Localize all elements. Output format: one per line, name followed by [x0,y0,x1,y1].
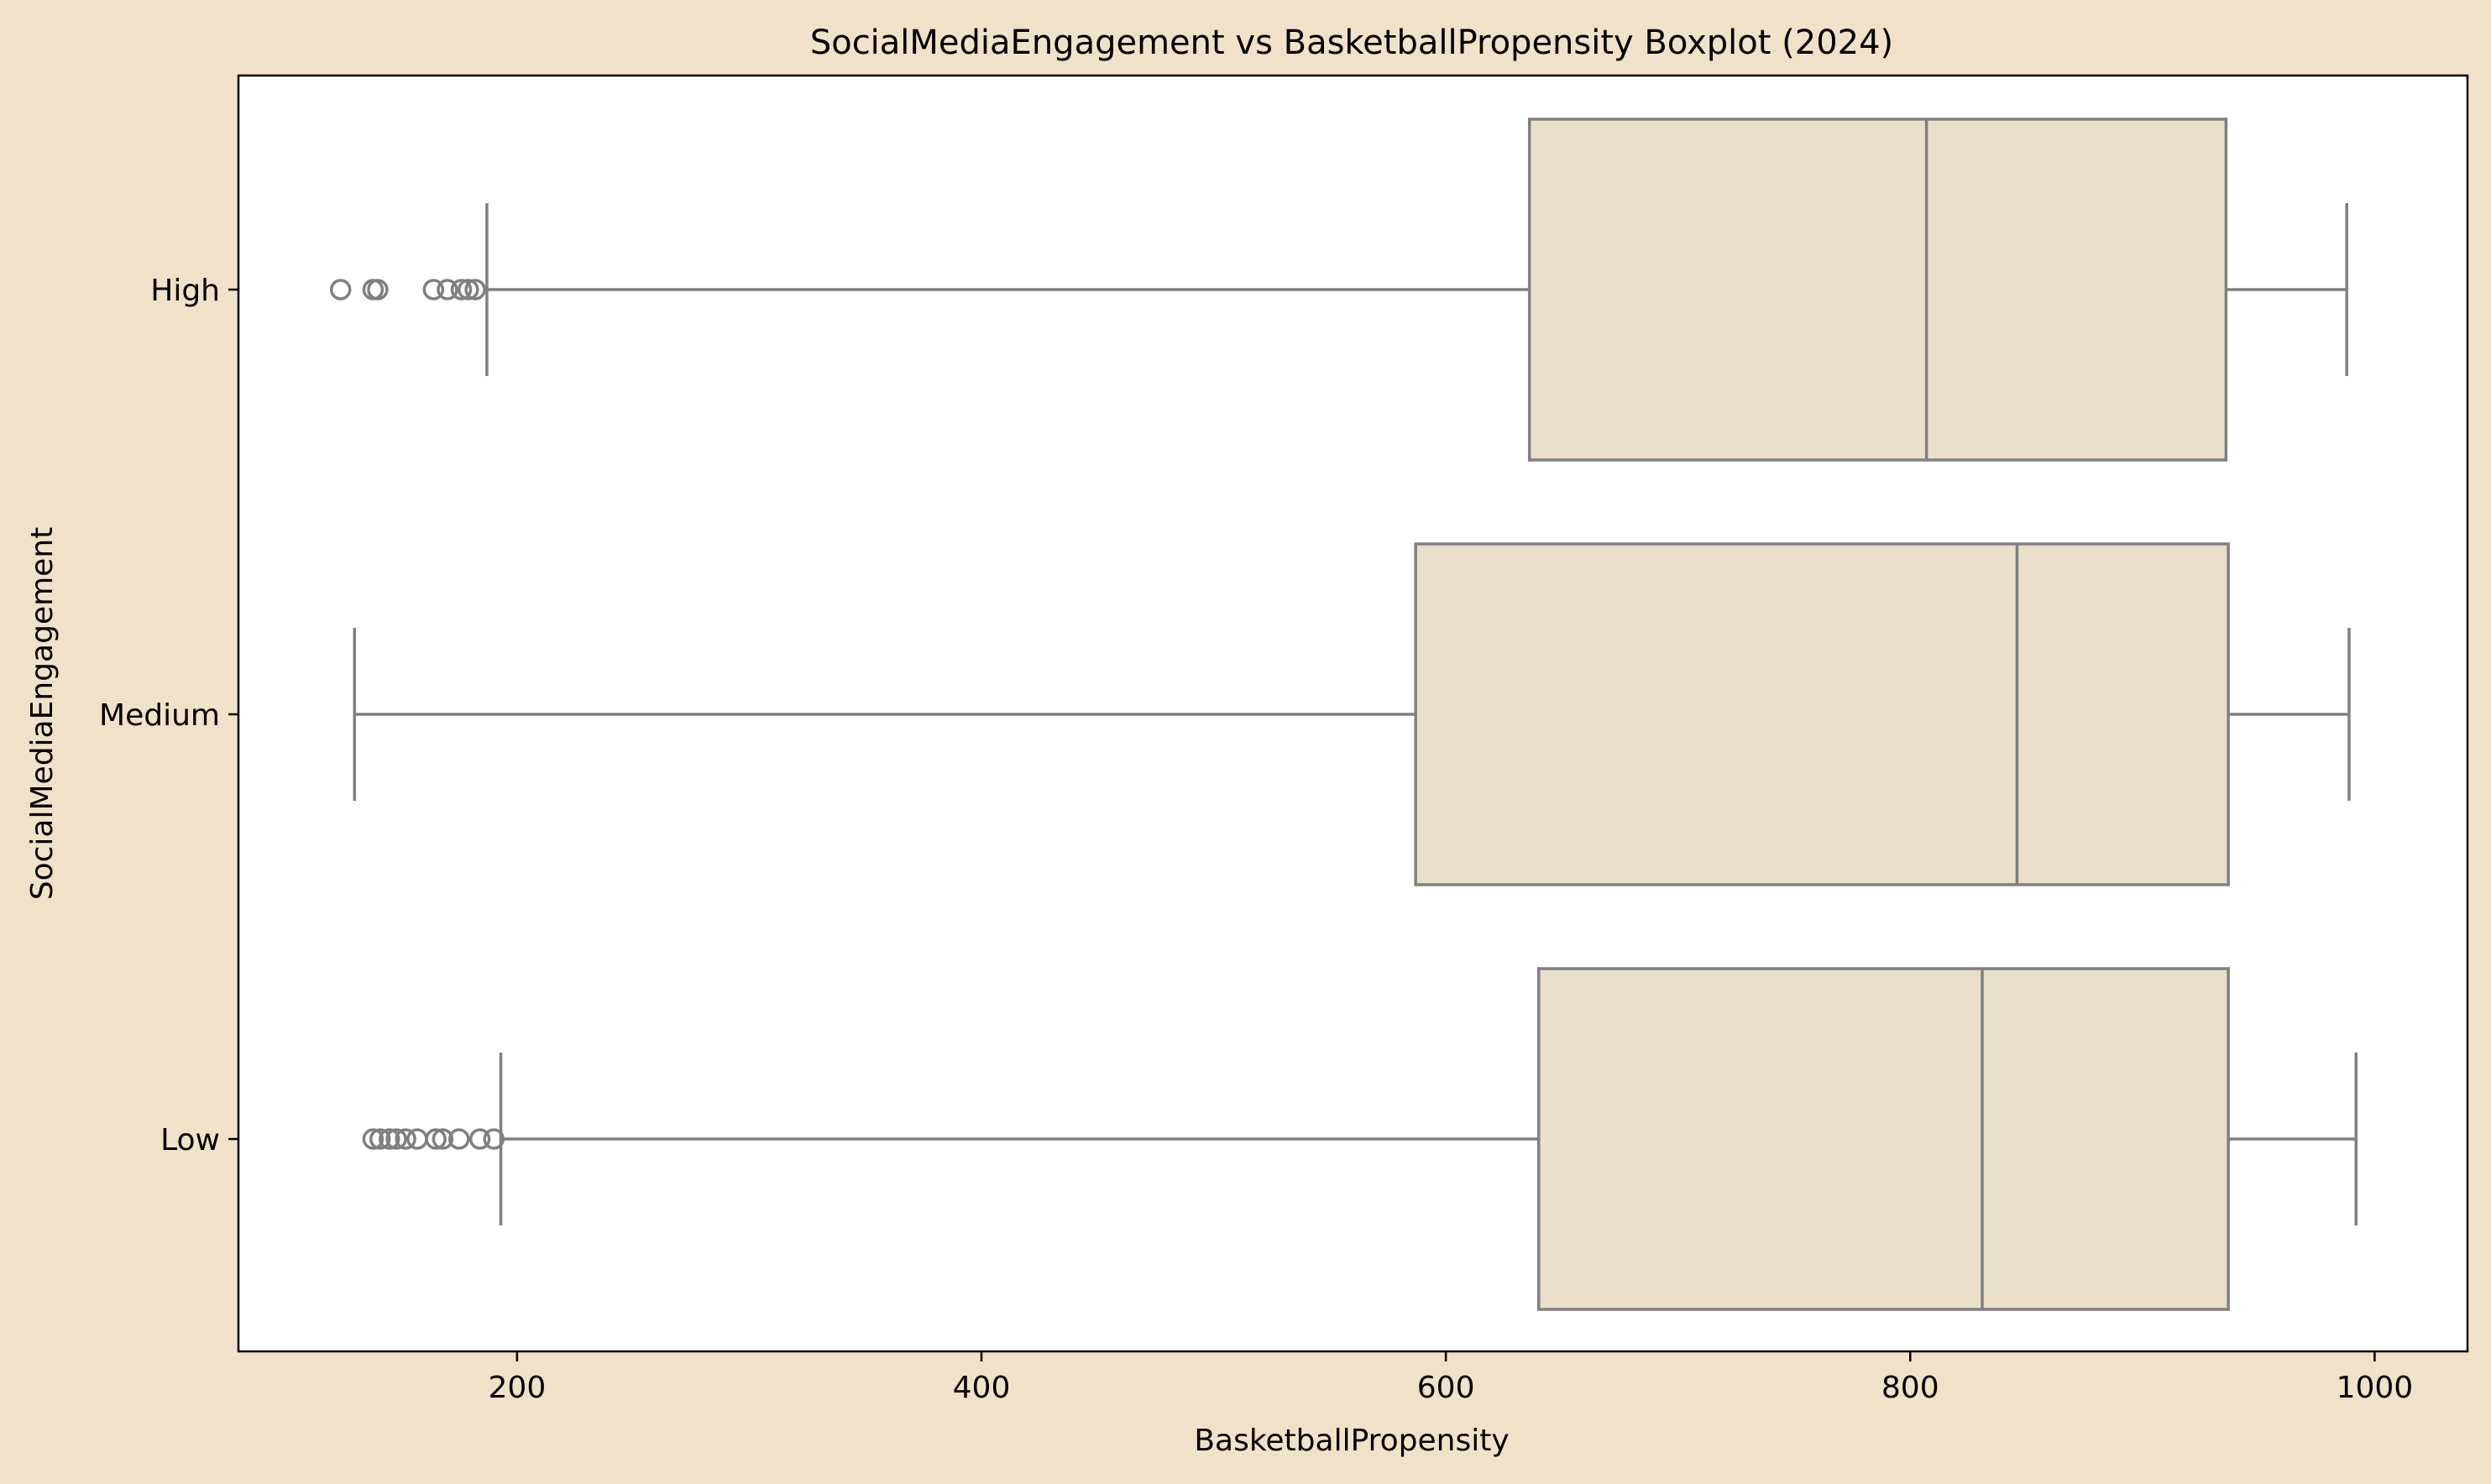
outlier-point [458,279,479,300]
outlier-point [367,279,389,300]
x-tick-label: 200 [489,1371,547,1405]
x-tick-label: 800 [1881,1371,1939,1405]
outlier-point [437,279,458,300]
outlier-point [450,279,473,300]
y-tick-label: Medium [99,698,220,733]
outlier-point [385,1128,407,1150]
box-group-medium [353,542,2351,886]
outlier-point [447,1128,470,1150]
box-group-high [329,118,2348,462]
outlier-point [464,279,486,300]
x-tick-label: 400 [953,1371,1011,1405]
x-axis-label: BasketballPropensity [1194,1424,1509,1458]
box-marks [329,118,2358,1311]
chart-title: SocialMediaEngagement vs BasketballPrope… [810,24,1893,62]
y-axis-ticks: High Medium Low [99,274,238,1157]
outlier-point [395,1128,416,1150]
outlier-point [483,1128,505,1150]
box-group-low [362,967,2358,1311]
outlier-point [329,279,352,300]
box-iqr [1414,542,2230,886]
outlier-point [422,279,445,300]
outlier-point [379,1128,400,1150]
y-tick-label: High [150,274,220,308]
x-tick-label: 1000 [2337,1371,2414,1405]
y-axis-label: SocialMediaEngagement [25,527,60,900]
x-axis-ticks: 200 400 600 800 1000 [489,1351,2414,1405]
outlier-point [425,1128,447,1150]
outlier-point [362,1128,385,1150]
outlier-point [369,1128,391,1150]
plot-frame [237,74,2469,1353]
box-iqr [1527,118,2228,462]
y-tick-label: Low [160,1123,220,1157]
x-tick-label: 600 [1417,1371,1475,1405]
box-iqr [1537,967,2230,1311]
outlier-point [432,1128,454,1150]
outlier-point [468,1128,491,1150]
